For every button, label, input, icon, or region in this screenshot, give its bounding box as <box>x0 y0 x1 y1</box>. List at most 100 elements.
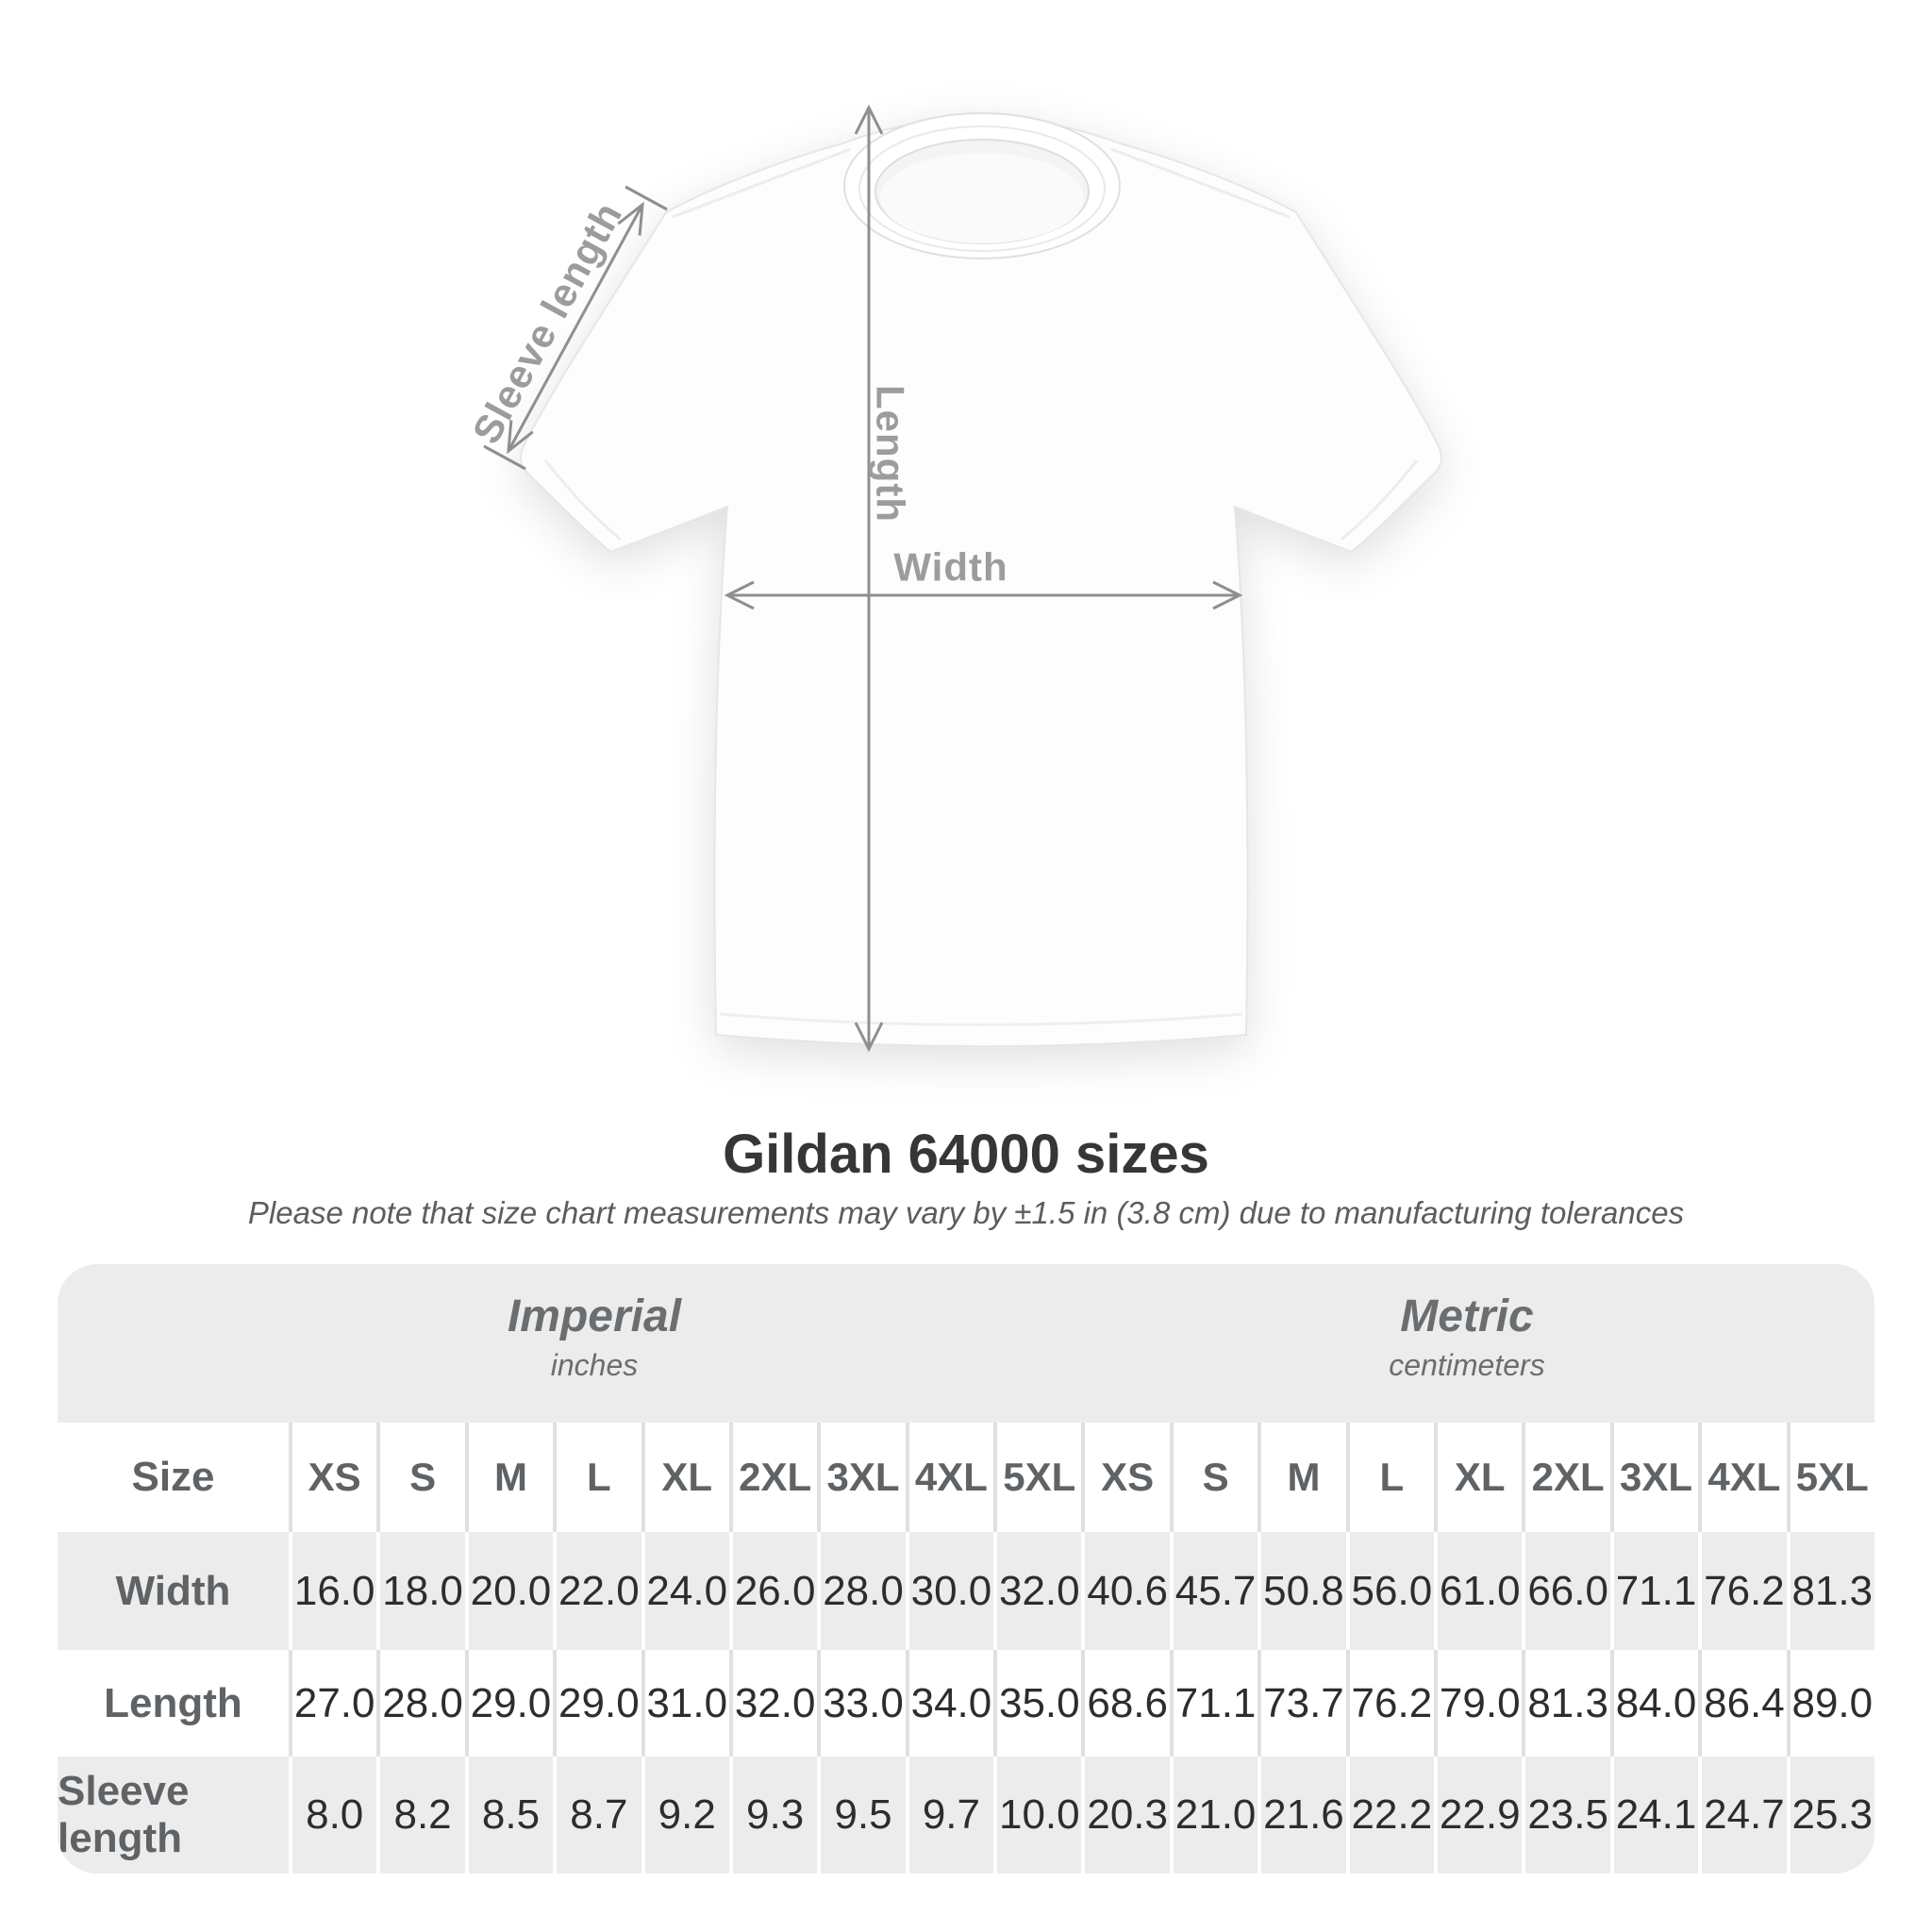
size-header-cell: L <box>1345 1423 1434 1532</box>
collar-opening-highlight <box>880 153 1084 243</box>
sleeve-length-arrow <box>483 185 668 471</box>
value-cell: 21.6 <box>1257 1757 1345 1874</box>
value-cell: 68.6 <box>1081 1650 1169 1757</box>
value-cell: 71.1 <box>1609 1532 1698 1650</box>
value-cell: 86.4 <box>1698 1650 1786 1757</box>
row-label: Width <box>115 1567 231 1614</box>
size-header-cell: XL <box>1434 1423 1522 1532</box>
value-cell: 28.0 <box>817 1532 905 1650</box>
value-cell: 76.2 <box>1345 1650 1434 1757</box>
table-row-width: Width 16.0 18.0 20.0 22.0 24.0 26.0 28.0 30.0 32.… <box>58 1532 1874 1650</box>
value-cell: 8.7 <box>553 1757 641 1874</box>
value-cell: 20.0 <box>464 1532 553 1650</box>
value-cell: 73.7 <box>1257 1650 1345 1757</box>
size-header-cell: L <box>553 1423 641 1532</box>
right-cuff-seam <box>1341 459 1419 541</box>
size-header-cell: 4XL <box>905 1423 993 1532</box>
value-cell: 9.7 <box>905 1757 993 1874</box>
size-header-cell: 5XL <box>1786 1423 1874 1532</box>
collar-stitch-ring <box>858 125 1106 252</box>
size-header-cell: S <box>1169 1423 1257 1532</box>
value-cell: 24.7 <box>1698 1757 1786 1874</box>
value-cell: 22.9 <box>1434 1757 1522 1874</box>
width-label: Width <box>893 545 1008 590</box>
tshirt-graphic <box>520 112 1442 1047</box>
value-cell: 34.0 <box>905 1650 993 1757</box>
size-header-cell: M <box>464 1423 553 1532</box>
value-cell: 31.0 <box>641 1650 729 1757</box>
value-cell: 24.0 <box>641 1532 729 1650</box>
value-cell: 32.0 <box>728 1650 817 1757</box>
value-cell: 29.0 <box>464 1650 553 1757</box>
metric-section-title: Metric <box>1400 1291 1534 1341</box>
value-cell: 56.0 <box>1345 1532 1434 1650</box>
length-arrow <box>854 104 884 1053</box>
value-cell: 79.0 <box>1434 1650 1522 1757</box>
hem-seam <box>719 1012 1243 1026</box>
value-cell: 25.3 <box>1786 1757 1874 1874</box>
value-cell: 45.7 <box>1169 1532 1257 1650</box>
size-header-cell: M <box>1257 1423 1345 1532</box>
length-label: Length <box>869 385 913 523</box>
value-cell: 30.0 <box>905 1532 993 1650</box>
value-cell: 33.0 <box>817 1650 905 1757</box>
value-cell: 24.1 <box>1609 1757 1698 1874</box>
value-cell: 21.0 <box>1169 1757 1257 1874</box>
value-cell: 27.0 <box>289 1650 376 1757</box>
size-header-cell: 3XL <box>1609 1423 1698 1532</box>
value-cell: 9.3 <box>728 1757 817 1874</box>
value-cell: 8.5 <box>464 1757 553 1874</box>
size-header-cell: 3XL <box>817 1423 905 1532</box>
size-header-cell: 2XL <box>1522 1423 1609 1532</box>
table-row-length: Length 27.0 28.0 29.0 29.0 31.0 32.0 33.0 34.0 35… <box>58 1650 1874 1757</box>
table-rows: Width 16.0 18.0 20.0 22.0 24.0 26.0 28.0 30.0 32.… <box>58 1532 1874 1874</box>
value-cell: 23.5 <box>1522 1757 1609 1874</box>
value-cell: 81.3 <box>1786 1532 1874 1650</box>
value-cell: 50.8 <box>1257 1532 1345 1650</box>
table-header-row: Size XS S M L XL 2XL 3XL 4XL 5XL XS S M L XL 2XL 3XL 4XL 5… <box>58 1423 1874 1532</box>
table-row-sleeve-length: Sleeve length 8.0 8.2 8.5 8.7 9.2 9.3 9.5 9.7 10.… <box>58 1757 1874 1874</box>
row-label: Length <box>104 1679 242 1726</box>
imperial-section-header: Imperial inches <box>508 1289 681 1385</box>
metric-section-unit: centimeters <box>1389 1348 1545 1382</box>
value-cell: 32.0 <box>993 1532 1081 1650</box>
value-cell: 9.2 <box>641 1757 729 1874</box>
tolerance-note: Please note that size chart measurements… <box>247 1195 1685 1230</box>
value-cell: 71.1 <box>1169 1650 1257 1757</box>
value-cell: 29.0 <box>553 1650 641 1757</box>
value-cell: 35.0 <box>993 1650 1081 1757</box>
imperial-section-unit: inches <box>550 1348 639 1382</box>
size-column-header: Size <box>131 1454 215 1500</box>
left-cuff-seam <box>543 459 622 541</box>
size-header-cell: S <box>376 1423 464 1532</box>
size-table-card: Imperial inches Metric centimeters Size X… <box>58 1264 1874 1874</box>
value-cell: 10.0 <box>993 1757 1081 1874</box>
value-cell: 9.5 <box>817 1757 905 1874</box>
size-header-cell: 5XL <box>993 1423 1081 1532</box>
width-arrow <box>724 580 1243 610</box>
metric-section-header: Metric centimeters <box>1389 1289 1544 1385</box>
value-cell: 18.0 <box>376 1532 464 1650</box>
value-cell: 61.0 <box>1434 1532 1522 1650</box>
value-cell: 28.0 <box>376 1650 464 1757</box>
imperial-section-title: Imperial <box>507 1291 682 1341</box>
value-cell: 89.0 <box>1786 1650 1874 1757</box>
value-cell: 40.6 <box>1081 1532 1169 1650</box>
unit-section-band: Imperial inches Metric centimeters <box>58 1264 1874 1423</box>
value-cell: 22.0 <box>553 1532 641 1650</box>
value-cell: 8.2 <box>376 1757 464 1874</box>
size-header-cell: 4XL <box>1698 1423 1786 1532</box>
value-cell: 76.2 <box>1698 1532 1786 1650</box>
value-cell: 22.2 <box>1345 1757 1434 1874</box>
size-header-cell: XS <box>1081 1423 1169 1532</box>
value-cell: 66.0 <box>1522 1532 1609 1650</box>
value-cell: 20.3 <box>1081 1757 1169 1874</box>
value-cell: 8.0 <box>289 1757 376 1874</box>
page-title: Gildan 64000 sizes <box>723 1124 1209 1185</box>
left-shoulder-seam <box>672 147 852 219</box>
tshirt-body <box>520 117 1442 1047</box>
value-cell: 84.0 <box>1609 1650 1698 1757</box>
right-shoulder-seam <box>1110 147 1291 219</box>
